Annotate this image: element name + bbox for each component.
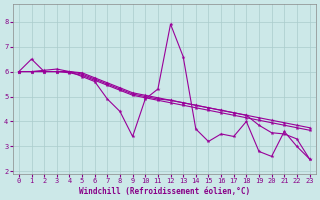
X-axis label: Windchill (Refroidissement éolien,°C): Windchill (Refroidissement éolien,°C) — [79, 187, 250, 196]
